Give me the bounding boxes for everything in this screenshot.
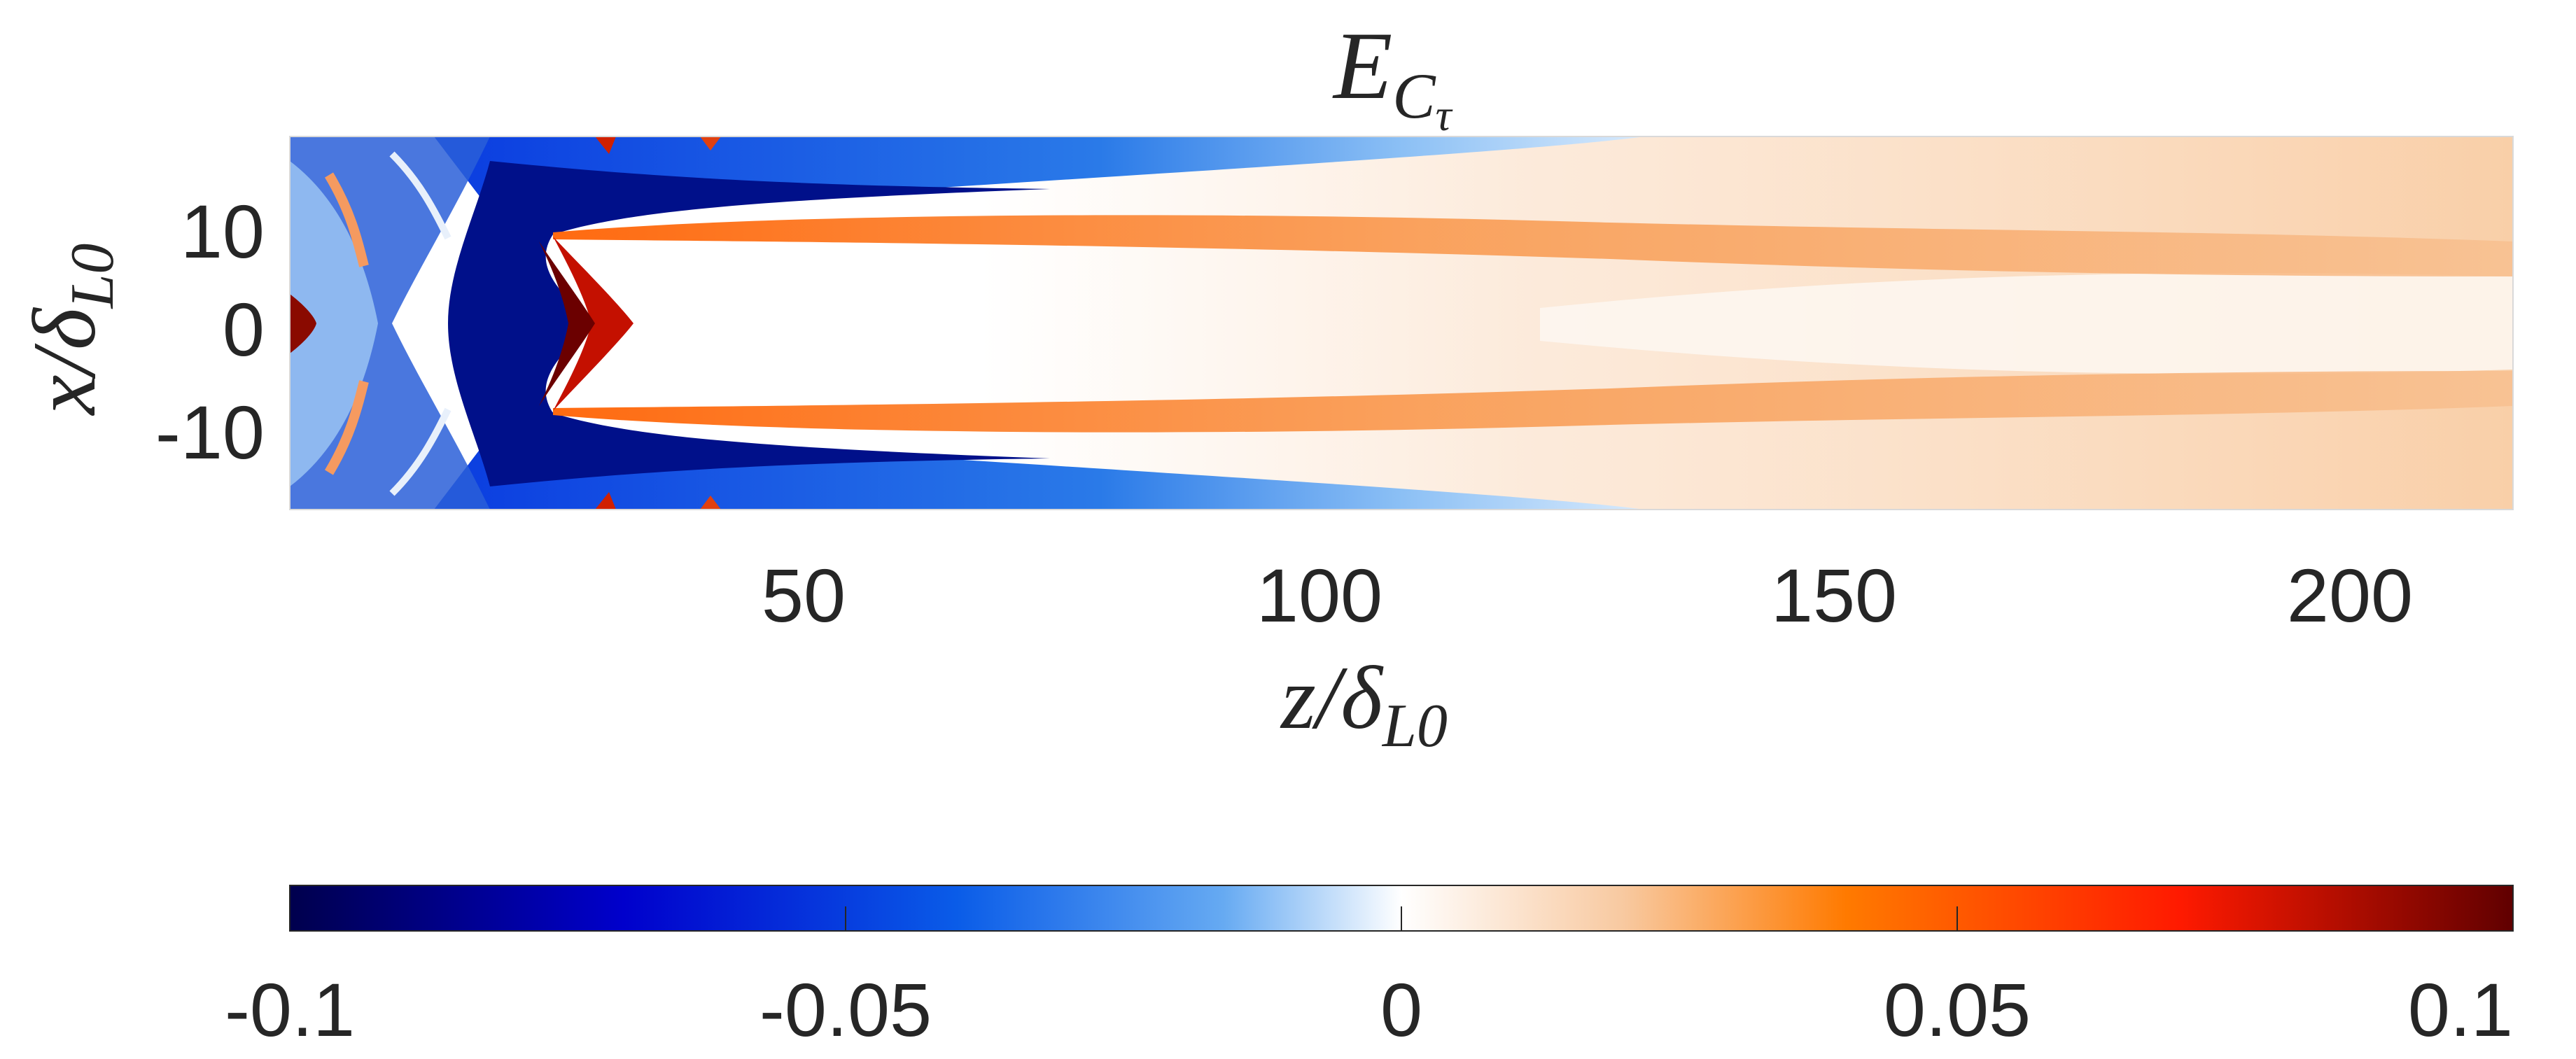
x-axis: 50 100 150 200 xyxy=(762,553,2413,638)
x-axis-label: z/δL0 xyxy=(1280,648,1448,760)
colorbar-tick-label: 0.1 xyxy=(2408,967,2513,1052)
colorbar-tick-label: 0 xyxy=(1380,967,1422,1052)
colorbar-tick-label: -0.1 xyxy=(225,967,355,1052)
x-tick-label: 100 xyxy=(1256,553,1382,638)
colorbar-tick-label: -0.05 xyxy=(760,967,932,1052)
heatmap-plot xyxy=(290,136,2513,510)
x-tick-label: 150 xyxy=(1771,553,1897,638)
x-tick-label: 50 xyxy=(762,553,846,638)
y-tick-label: 0 xyxy=(223,287,265,372)
x-tick-label: 200 xyxy=(2287,553,2413,638)
y-tick-label: -10 xyxy=(155,390,265,475)
y-axis-label: x/δL0 xyxy=(15,244,127,416)
colorbar: -0.1 -0.05 0 0.05 0.1 xyxy=(225,885,2514,1052)
chart-title: ECτ xyxy=(1332,12,1453,140)
colorbar-tick-label: 0.05 xyxy=(1884,967,2031,1052)
y-tick-label: 10 xyxy=(181,189,265,274)
plot-frame xyxy=(289,136,2514,510)
y-axis: 10 0 -10 xyxy=(155,189,265,475)
